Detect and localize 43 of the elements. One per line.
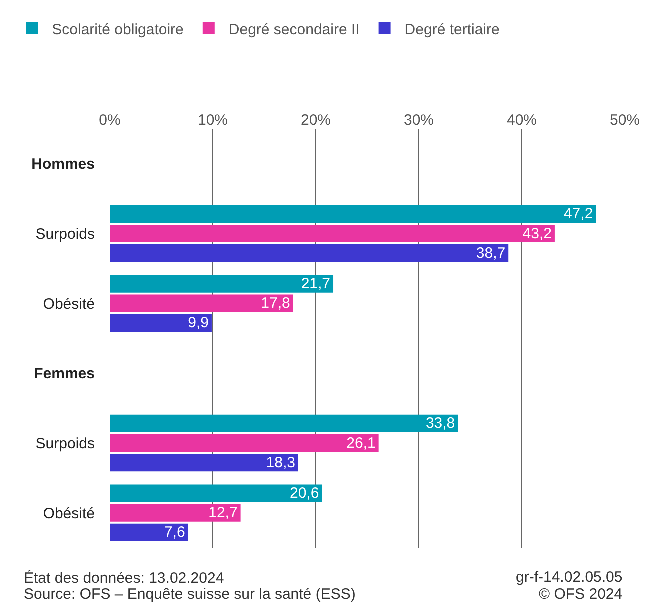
x-tick-label: 10% [198, 112, 228, 129]
y-tick-label: Surpoids [36, 436, 95, 452]
y-tick-label: Surpoids [36, 226, 95, 243]
data-label: 18,3 [266, 454, 296, 472]
data-label: 26,1 [346, 434, 376, 452]
bar [110, 524, 188, 542]
bar [110, 294, 294, 312]
data-label: 38,7 [476, 244, 506, 262]
x-tick-label: 40% [506, 112, 538, 129]
data-label: 47,2 [564, 206, 594, 223]
y-tick-label: Hommes [32, 156, 95, 174]
legend-label: Scolarité obligatoire [52, 21, 184, 38]
bar [110, 454, 298, 472]
bar [110, 275, 334, 293]
data-label: 20,6 [290, 485, 320, 502]
bar [110, 205, 596, 223]
legend-label: Degré tertiaire [404, 21, 500, 38]
x-tick-label: 20% [300, 112, 332, 129]
text: gr-f-14.02.05.05 [516, 569, 623, 586]
y-tick-label: Femmes [34, 366, 95, 383]
y-tick-label: Obésité [43, 505, 95, 522]
data-label: 17,8 [261, 295, 290, 312]
bar [110, 504, 241, 522]
data-label: 7,6 [164, 524, 186, 542]
x-tick-label: 0% [99, 112, 121, 129]
legend-label: Degré secondaire II [228, 21, 360, 38]
bar [110, 244, 509, 262]
bar [110, 434, 379, 452]
bar [110, 414, 458, 432]
text: État des données: 13.02.2024 [24, 569, 224, 587]
text: © OFS 2024 [539, 586, 623, 603]
data-label: 43,2 [522, 225, 552, 242]
bar [110, 314, 212, 332]
data-label: 12,7 [208, 504, 238, 522]
data-label: 21,7 [301, 276, 331, 293]
source-note: Source: OFS – Enquête suisse sur la santé (ESS) [24, 586, 356, 603]
x-tick-label: 30% [404, 112, 434, 129]
x-tick-label: 50% [610, 112, 640, 129]
bar [110, 224, 555, 243]
bar [110, 484, 322, 502]
y-tick-label: Obésité [43, 296, 95, 313]
data-label: 33,8 [426, 415, 456, 432]
data-label: 9,9 [188, 314, 209, 332]
